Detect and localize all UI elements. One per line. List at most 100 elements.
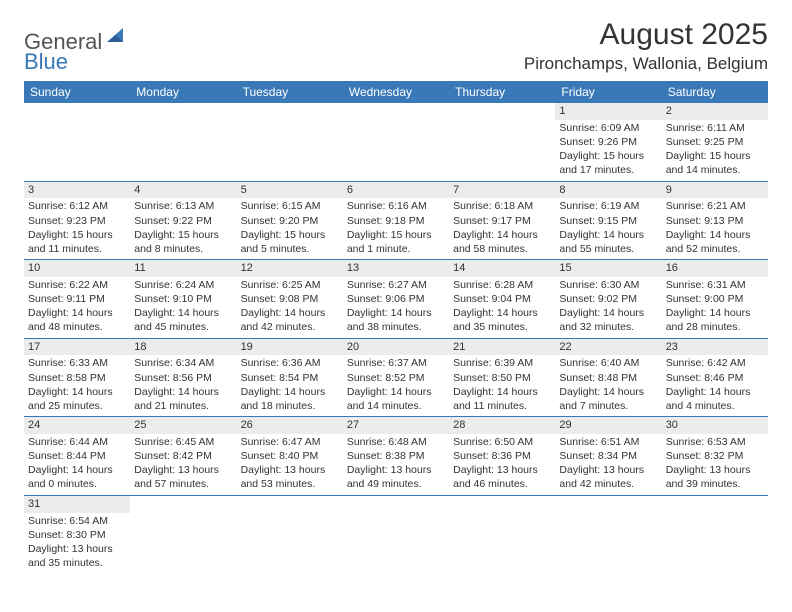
calendar-body: 1Sunrise: 6:09 AMSunset: 9:26 PMDaylight… xyxy=(24,103,768,573)
empty-cell xyxy=(662,495,768,573)
day-cell-30: 30Sunrise: 6:53 AMSunset: 8:32 PMDayligh… xyxy=(662,417,768,496)
calendar-row: 1Sunrise: 6:09 AMSunset: 9:26 PMDaylight… xyxy=(24,103,768,181)
day-details: Sunrise: 6:33 AMSunset: 8:58 PMDaylight:… xyxy=(24,355,130,416)
day-number: 14 xyxy=(449,260,555,277)
day-cell-21: 21Sunrise: 6:39 AMSunset: 8:50 PMDayligh… xyxy=(449,338,555,417)
day-header-tuesday: Tuesday xyxy=(237,81,343,103)
day-number: 3 xyxy=(24,182,130,199)
day-details: Sunrise: 6:34 AMSunset: 8:56 PMDaylight:… xyxy=(130,355,236,416)
day-cell-10: 10Sunrise: 6:22 AMSunset: 9:11 PMDayligh… xyxy=(24,260,130,339)
day-cell-18: 18Sunrise: 6:34 AMSunset: 8:56 PMDayligh… xyxy=(130,338,236,417)
day-header-thursday: Thursday xyxy=(449,81,555,103)
day-cell-24: 24Sunrise: 6:44 AMSunset: 8:44 PMDayligh… xyxy=(24,417,130,496)
day-details: Sunrise: 6:51 AMSunset: 8:34 PMDaylight:… xyxy=(555,434,661,495)
day-number: 31 xyxy=(24,496,130,513)
day-number: 21 xyxy=(449,339,555,356)
empty-cell xyxy=(449,495,555,573)
day-cell-5: 5Sunrise: 6:15 AMSunset: 9:20 PMDaylight… xyxy=(237,181,343,260)
day-cell-22: 22Sunrise: 6:40 AMSunset: 8:48 PMDayligh… xyxy=(555,338,661,417)
day-cell-7: 7Sunrise: 6:18 AMSunset: 9:17 PMDaylight… xyxy=(449,181,555,260)
day-details: Sunrise: 6:21 AMSunset: 9:13 PMDaylight:… xyxy=(662,198,768,259)
day-number: 29 xyxy=(555,417,661,434)
day-number: 2 xyxy=(662,103,768,120)
day-details: Sunrise: 6:37 AMSunset: 8:52 PMDaylight:… xyxy=(343,355,449,416)
day-cell-8: 8Sunrise: 6:19 AMSunset: 9:15 PMDaylight… xyxy=(555,181,661,260)
day-details: Sunrise: 6:16 AMSunset: 9:18 PMDaylight:… xyxy=(343,198,449,259)
day-number: 10 xyxy=(24,260,130,277)
day-number: 1 xyxy=(555,103,661,120)
calendar-row: 31Sunrise: 6:54 AMSunset: 8:30 PMDayligh… xyxy=(24,495,768,573)
day-number: 16 xyxy=(662,260,768,277)
empty-cell xyxy=(130,103,236,181)
calendar-table: SundayMondayTuesdayWednesdayThursdayFrid… xyxy=(24,81,768,573)
day-number: 19 xyxy=(237,339,343,356)
day-cell-1: 1Sunrise: 6:09 AMSunset: 9:26 PMDaylight… xyxy=(555,103,661,181)
day-cell-12: 12Sunrise: 6:25 AMSunset: 9:08 PMDayligh… xyxy=(237,260,343,339)
day-details: Sunrise: 6:28 AMSunset: 9:04 PMDaylight:… xyxy=(449,277,555,338)
day-cell-9: 9Sunrise: 6:21 AMSunset: 9:13 PMDaylight… xyxy=(662,181,768,260)
day-details: Sunrise: 6:31 AMSunset: 9:00 PMDaylight:… xyxy=(662,277,768,338)
day-number: 25 xyxy=(130,417,236,434)
logo: GeneralBlue xyxy=(24,26,127,75)
day-cell-28: 28Sunrise: 6:50 AMSunset: 8:36 PMDayligh… xyxy=(449,417,555,496)
empty-cell xyxy=(130,495,236,573)
day-details: Sunrise: 6:11 AMSunset: 9:25 PMDaylight:… xyxy=(662,120,768,181)
day-details: Sunrise: 6:12 AMSunset: 9:23 PMDaylight:… xyxy=(24,198,130,259)
location-subtitle: Pironchamps, Wallonia, Belgium xyxy=(524,54,768,74)
empty-cell xyxy=(343,103,449,181)
day-cell-19: 19Sunrise: 6:36 AMSunset: 8:54 PMDayligh… xyxy=(237,338,343,417)
day-cell-26: 26Sunrise: 6:47 AMSunset: 8:40 PMDayligh… xyxy=(237,417,343,496)
day-number: 18 xyxy=(130,339,236,356)
logo-text-blue: Blue xyxy=(24,49,68,75)
day-number: 4 xyxy=(130,182,236,199)
day-details: Sunrise: 6:27 AMSunset: 9:06 PMDaylight:… xyxy=(343,277,449,338)
day-header-friday: Friday xyxy=(555,81,661,103)
day-cell-16: 16Sunrise: 6:31 AMSunset: 9:00 PMDayligh… xyxy=(662,260,768,339)
day-number: 26 xyxy=(237,417,343,434)
empty-cell xyxy=(343,495,449,573)
day-details: Sunrise: 6:18 AMSunset: 9:17 PMDaylight:… xyxy=(449,198,555,259)
day-cell-29: 29Sunrise: 6:51 AMSunset: 8:34 PMDayligh… xyxy=(555,417,661,496)
empty-cell xyxy=(237,103,343,181)
day-cell-14: 14Sunrise: 6:28 AMSunset: 9:04 PMDayligh… xyxy=(449,260,555,339)
day-number: 28 xyxy=(449,417,555,434)
day-details: Sunrise: 6:40 AMSunset: 8:48 PMDaylight:… xyxy=(555,355,661,416)
day-details: Sunrise: 6:19 AMSunset: 9:15 PMDaylight:… xyxy=(555,198,661,259)
title-block: August 2025 Pironchamps, Wallonia, Belgi… xyxy=(524,18,768,74)
calendar-row: 24Sunrise: 6:44 AMSunset: 8:44 PMDayligh… xyxy=(24,417,768,496)
sail-icon xyxy=(105,26,127,49)
day-number: 12 xyxy=(237,260,343,277)
day-header-monday: Monday xyxy=(130,81,236,103)
day-cell-25: 25Sunrise: 6:45 AMSunset: 8:42 PMDayligh… xyxy=(130,417,236,496)
day-number: 5 xyxy=(237,182,343,199)
day-number: 11 xyxy=(130,260,236,277)
day-number: 13 xyxy=(343,260,449,277)
day-number: 7 xyxy=(449,182,555,199)
day-details: Sunrise: 6:47 AMSunset: 8:40 PMDaylight:… xyxy=(237,434,343,495)
day-details: Sunrise: 6:45 AMSunset: 8:42 PMDaylight:… xyxy=(130,434,236,495)
day-cell-23: 23Sunrise: 6:42 AMSunset: 8:46 PMDayligh… xyxy=(662,338,768,417)
day-cell-6: 6Sunrise: 6:16 AMSunset: 9:18 PMDaylight… xyxy=(343,181,449,260)
day-details: Sunrise: 6:25 AMSunset: 9:08 PMDaylight:… xyxy=(237,277,343,338)
calendar-row: 3Sunrise: 6:12 AMSunset: 9:23 PMDaylight… xyxy=(24,181,768,260)
day-details: Sunrise: 6:54 AMSunset: 8:30 PMDaylight:… xyxy=(24,513,130,574)
day-details: Sunrise: 6:39 AMSunset: 8:50 PMDaylight:… xyxy=(449,355,555,416)
empty-cell xyxy=(449,103,555,181)
day-number: 9 xyxy=(662,182,768,199)
day-cell-2: 2Sunrise: 6:11 AMSunset: 9:25 PMDaylight… xyxy=(662,103,768,181)
day-number: 6 xyxy=(343,182,449,199)
day-details: Sunrise: 6:53 AMSunset: 8:32 PMDaylight:… xyxy=(662,434,768,495)
day-header-row: SundayMondayTuesdayWednesdayThursdayFrid… xyxy=(24,81,768,103)
day-details: Sunrise: 6:09 AMSunset: 9:26 PMDaylight:… xyxy=(555,120,661,181)
calendar-row: 17Sunrise: 6:33 AMSunset: 8:58 PMDayligh… xyxy=(24,338,768,417)
day-cell-15: 15Sunrise: 6:30 AMSunset: 9:02 PMDayligh… xyxy=(555,260,661,339)
day-cell-4: 4Sunrise: 6:13 AMSunset: 9:22 PMDaylight… xyxy=(130,181,236,260)
calendar-row: 10Sunrise: 6:22 AMSunset: 9:11 PMDayligh… xyxy=(24,260,768,339)
day-number: 27 xyxy=(343,417,449,434)
empty-cell xyxy=(555,495,661,573)
day-number: 20 xyxy=(343,339,449,356)
page-header: GeneralBlue August 2025 Pironchamps, Wal… xyxy=(24,18,768,75)
day-details: Sunrise: 6:48 AMSunset: 8:38 PMDaylight:… xyxy=(343,434,449,495)
day-details: Sunrise: 6:22 AMSunset: 9:11 PMDaylight:… xyxy=(24,277,130,338)
day-header-wednesday: Wednesday xyxy=(343,81,449,103)
